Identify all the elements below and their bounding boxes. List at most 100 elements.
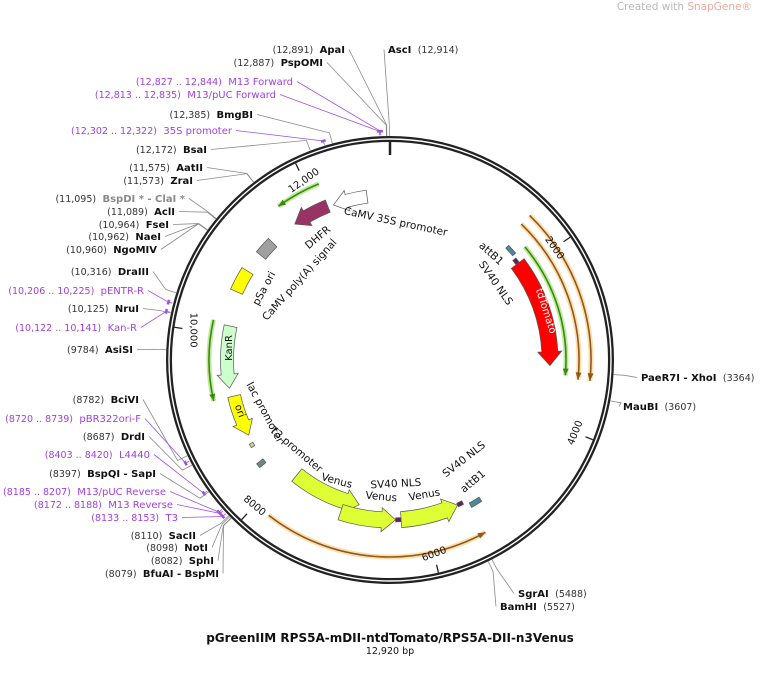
orf-arcs [206, 181, 594, 560]
site-t3[interactable]: (8133 .. 8153) T3 [91, 513, 227, 524]
site-bmgbi[interactable]: (12,385) BmgBI [169, 110, 333, 144]
svg-text:(8687) DrdI: (8687) DrdI [83, 432, 145, 443]
site-zrai[interactable]: (11,573) ZraI [123, 173, 254, 187]
site-asisi[interactable]: (9784) AsiSI [67, 345, 167, 356]
site-bfuai-bspmi[interactable]: (8079) BfuAI - BspMI [105, 517, 232, 580]
arrowhead-icon [562, 368, 569, 376]
feature-psa-ori[interactable] [255, 237, 278, 260]
svg-text:(12,827 .. 12,844) M13 Forwar: (12,827 .. 12,844) M13 Forward [136, 77, 293, 88]
arrowhead-icon [209, 393, 216, 402]
site-bsai[interactable]: (12,172) BsaI [136, 139, 311, 156]
site-location: (12,302 .. 12,322) [71, 126, 157, 137]
site-name: NgoMIV [113, 245, 157, 256]
feature-ori[interactable] [227, 394, 253, 436]
site-fsei[interactable]: (10,964) FseI [99, 220, 208, 231]
tick-mark [585, 436, 594, 441]
feature-camv-poly-a-signal[interactable] [230, 267, 254, 295]
feature-label: attB1 [458, 468, 488, 496]
site-name: BspQI - SapI [87, 469, 156, 480]
site-m13-reverse[interactable]: (8172 .. 8188) M13 Reverse [34, 500, 224, 517]
feature-sv40-nls[interactable] [456, 500, 465, 508]
site-nrui[interactable]: (10,125) NruI [68, 304, 172, 315]
site-location: (8687) [83, 432, 115, 443]
site-35s-promoter[interactable]: (12,302 .. 12,322) 35S promoter [71, 126, 326, 145]
site-name: BfuAI - BspMI [143, 569, 219, 580]
site-location: (8082) [151, 556, 183, 567]
site-location: (8720 .. 8739) [5, 414, 73, 425]
site-drdi[interactable]: (8687) DrdI [83, 432, 193, 471]
site-leader-line [383, 49, 390, 137]
site-noti[interactable]: (8098) NotI [146, 516, 231, 554]
svg-text:(8403 .. 8420) L4440: (8403 .. 8420) L4440 [45, 450, 150, 461]
site-ngomiv[interactable]: (10,960) NgoMIV [66, 223, 208, 256]
site-location: (8403 .. 8420) [45, 450, 113, 461]
site-m13-puc-forward[interactable]: (12,813 .. 12,835) M13/pUC Forward [95, 90, 382, 136]
feature-dhfr[interactable] [294, 199, 331, 226]
feature-tdtomato[interactable] [510, 258, 563, 367]
site-leader-line [491, 559, 515, 594]
site-name: SphI [189, 556, 214, 567]
site-leader-line [210, 139, 311, 151]
feature-sv40-nls[interactable] [395, 517, 402, 523]
site-bspdi-clai-[interactable]: (11,095) BspDI * - ClaI * [55, 194, 217, 219]
feature-arc [267, 513, 487, 560]
site-kan-r[interactable]: (10,122 .. 10,141) Kan-R [15, 308, 171, 334]
feature-venus[interactable] [400, 498, 459, 528]
site-sacii[interactable]: (8110) SacII [131, 515, 230, 542]
site-leader-line [222, 517, 232, 574]
site-location: (11,089) [107, 207, 148, 218]
site-name: BciVI [111, 395, 139, 406]
svg-text:(10,316) DraIII: (10,316) DraIII [71, 267, 149, 278]
site-maubi[interactable]: MauBI (3607) [610, 400, 696, 413]
svg-text:BamHI (5527): BamHI (5527) [500, 602, 575, 613]
site-draiii[interactable]: (10,316) DraIII [71, 267, 177, 294]
feature-arc [519, 222, 582, 380]
site-paer7i-xhoi[interactable]: PaeR7I - XhoI (3364) [613, 373, 755, 384]
feature-venus[interactable] [291, 468, 360, 514]
tick-label: 4000 [566, 419, 586, 447]
site-leader-line [142, 308, 172, 314]
site-bspqi-sapi[interactable]: (8397) BspQI - SapI [49, 469, 210, 499]
site-bcivi[interactable]: (8782) BciVI [73, 395, 188, 461]
svg-text:(12,302 .. 12,322) 35S promot: (12,302 .. 12,322) 35S promoter [71, 126, 233, 137]
feature-venus[interactable] [337, 504, 397, 533]
site-name: DrdI [121, 432, 145, 443]
svg-text:(10,122 .. 10,141) Kan-R: (10,122 .. 10,141) Kan-R [15, 323, 137, 334]
site-name: BamHI [500, 602, 537, 613]
tick-label: 6000 [420, 545, 448, 564]
feature-attb1[interactable] [505, 244, 517, 257]
tick-label: 10,000 [187, 313, 198, 348]
site-name: ApaI [320, 45, 345, 56]
site-name: M13 Reverse [108, 500, 173, 511]
site-location: (11,575) [129, 163, 170, 174]
site-bamhi[interactable]: BamHI (5527) [487, 561, 575, 613]
svg-text:(12,887) PspOMI: (12,887) PspOMI [234, 58, 323, 69]
site-apai[interactable]: (12,891) ApaI [273, 45, 388, 137]
arrowhead-icon [575, 372, 582, 380]
plasmid-length: 12,920 bp [365, 646, 415, 657]
site-name: BsaI [183, 145, 207, 156]
site-asci[interactable]: AscI (12,914) [383, 45, 458, 137]
site-name: M13/pUC Reverse [77, 487, 166, 498]
site-location: (8185 .. 8207) [3, 487, 71, 498]
site-pentr-r[interactable]: (10,206 .. 10,225) pENTR-R [8, 286, 173, 305]
primer-mark [220, 513, 226, 520]
feature-kanr[interactable] [216, 324, 239, 389]
feature-label: Venus [408, 486, 441, 503]
tick-mark [563, 236, 571, 243]
site-pspomi[interactable]: (12,887) PspOMI [234, 58, 387, 137]
arrowhead-icon [587, 373, 594, 381]
site-location: (8172 .. 8188) [34, 500, 102, 511]
site-sgrai[interactable]: SgrAI (5488) [491, 559, 587, 600]
feature-label: SV40 NLS [476, 259, 515, 308]
feature-camv-35s-promoter[interactable] [332, 189, 369, 212]
site-acli[interactable]: (11,089) AclI [107, 207, 217, 220]
site-leader-line [178, 211, 217, 220]
feature-attb1[interactable] [468, 496, 483, 508]
primer-mark [320, 139, 326, 143]
feature-lac-promoter[interactable] [248, 441, 256, 449]
site-location: (3364) [723, 373, 755, 384]
site-pbr322ori-f[interactable]: (8720 .. 8739) pBR322ori-F [5, 414, 190, 466]
feature-t3-promoter[interactable] [256, 458, 267, 469]
